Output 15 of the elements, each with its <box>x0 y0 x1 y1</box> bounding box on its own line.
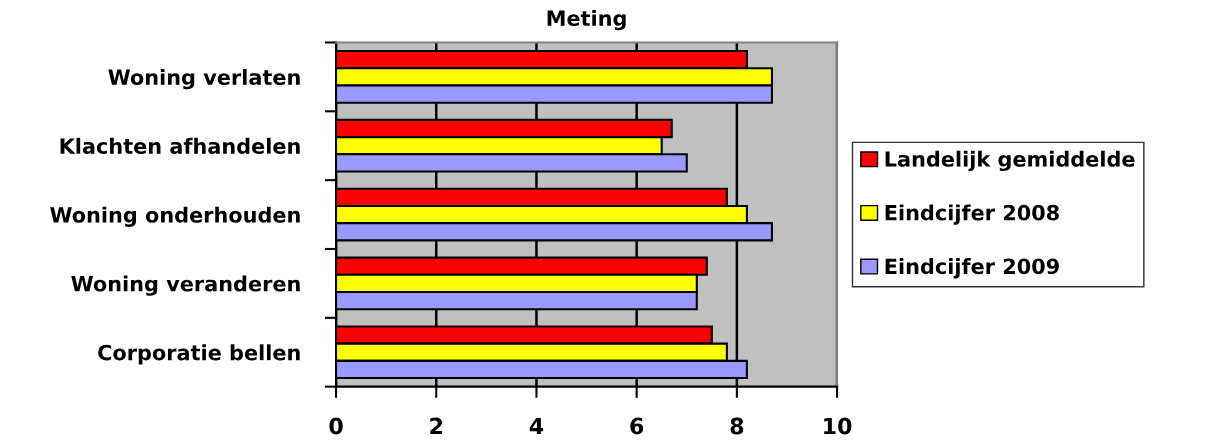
chart-title: Meting <box>547 9 626 31</box>
legend-label: Eindcijfer 2009 <box>885 258 1059 279</box>
legend-label: Eindcijfer 2008 <box>885 204 1059 225</box>
y-tick-label: Woning onderhouden <box>50 206 300 227</box>
y-tick-label: Woning verlaten <box>108 68 300 90</box>
x-tick-label: 8 <box>730 417 744 435</box>
y-tick-label: Corporatie bellen <box>98 344 300 365</box>
x-tick-label: 2 <box>430 417 443 435</box>
x-tick-label: 4 <box>529 417 544 435</box>
y-tick-label: Klachten afhandelen <box>60 137 300 154</box>
x-tick-label: 6 <box>630 417 644 435</box>
x-tick-label: 0 <box>329 417 343 435</box>
x-tick-label: 10 <box>824 417 852 435</box>
y-tick-label: Woning veranderen <box>71 275 300 296</box>
legend-label: Landelijk gemiddelde <box>885 150 1135 172</box>
